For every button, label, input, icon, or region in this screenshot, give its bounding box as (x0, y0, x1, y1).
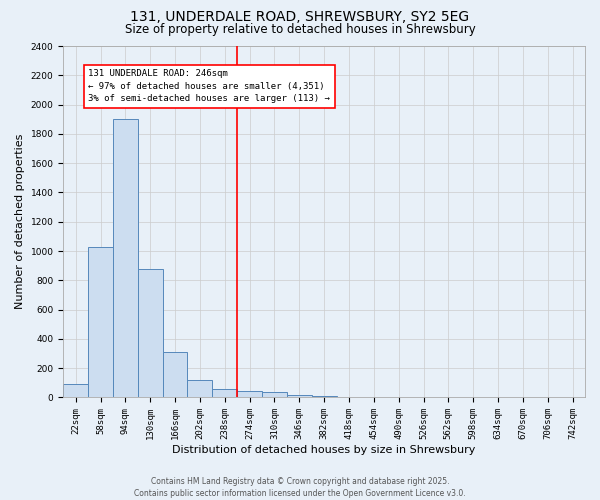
Text: 131 UNDERDALE ROAD: 246sqm
← 97% of detached houses are smaller (4,351)
3% of se: 131 UNDERDALE ROAD: 246sqm ← 97% of deta… (88, 70, 330, 103)
Bar (212, 388, 237, 398)
Bar (237, 391, 262, 398)
Bar (312, 396, 337, 398)
Bar (138, 268, 163, 398)
Bar (287, 394, 312, 398)
Bar (63, 384, 88, 398)
Bar (262, 392, 287, 398)
Y-axis label: Number of detached properties: Number of detached properties (15, 134, 25, 310)
Bar (187, 380, 212, 398)
Text: Size of property relative to detached houses in Shrewsbury: Size of property relative to detached ho… (125, 22, 475, 36)
Text: Contains HM Land Registry data © Crown copyright and database right 2025.
Contai: Contains HM Land Registry data © Crown c… (134, 476, 466, 498)
X-axis label: Distribution of detached houses by size in Shrewsbury: Distribution of detached houses by size … (172, 445, 476, 455)
Bar (113, 119, 138, 398)
Text: 131, UNDERDALE ROAD, SHREWSBURY, SY2 5EG: 131, UNDERDALE ROAD, SHREWSBURY, SY2 5EG (130, 10, 470, 24)
Bar (163, 352, 187, 398)
Bar (88, 246, 113, 398)
